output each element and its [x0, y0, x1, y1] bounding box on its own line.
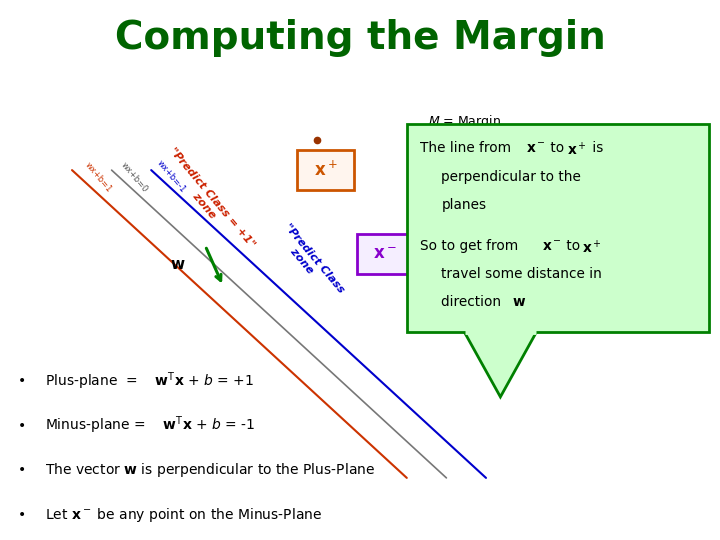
Text: Plus-plane  =    $\mathbf{w}^\mathsf{T}\mathbf{x}$ + $b$ = +1: Plus-plane = $\mathbf{w}^\mathsf{T}\math…: [45, 370, 254, 392]
Text: $\mathbf{x}^+$: $\mathbf{x}^+$: [314, 160, 337, 180]
Text: planes: planes: [441, 198, 487, 212]
Text: The vector $\mathbf{w}$ is perpendicular to the Plus-Plane: The vector $\mathbf{w}$ is perpendicular…: [45, 461, 376, 480]
Text: •: •: [18, 418, 26, 433]
Text: travel some distance in: travel some distance in: [441, 267, 602, 281]
Text: to: to: [546, 141, 568, 156]
FancyBboxPatch shape: [357, 233, 413, 274]
Text: "Predict Class = +1"
             zone: "Predict Class = +1" zone: [158, 146, 256, 257]
Text: •: •: [18, 374, 26, 388]
Text: •: •: [18, 508, 26, 522]
Text: $\mathbf{x}^+$: $\mathbf{x}^+$: [582, 239, 602, 256]
Text: Computing the Margin: Computing the Margin: [114, 19, 606, 57]
Text: wx+b=0: wx+b=0: [119, 161, 149, 194]
Text: $\mathbf{w}$: $\mathbf{w}$: [512, 295, 526, 309]
Text: direction: direction: [441, 295, 506, 309]
Text: $\mathbf{w}$: $\mathbf{w}$: [170, 257, 186, 272]
Text: wx+b=1: wx+b=1: [83, 161, 113, 194]
Text: perpendicular to the: perpendicular to the: [441, 170, 581, 184]
Text: "Predict Class
      zone: "Predict Class zone: [274, 221, 346, 302]
Text: $\mathbf{x}^-$: $\mathbf{x}^-$: [526, 141, 546, 156]
Text: is: is: [588, 141, 603, 156]
Text: wx+b=-1: wx+b=-1: [155, 158, 187, 194]
Text: $\mathbf{x}^-$: $\mathbf{x}^-$: [542, 239, 562, 253]
Text: Minus-plane =    $\mathbf{w}^\mathsf{T}\mathbf{x}$ + $b$ = -1: Minus-plane = $\mathbf{w}^\mathsf{T}\mat…: [45, 415, 256, 436]
Text: $\mathit{M}$ = Margin: $\mathit{M}$ = Margin: [428, 113, 501, 130]
Polygon shape: [464, 332, 536, 397]
Text: •: •: [18, 463, 26, 477]
Text: The line from: The line from: [420, 141, 516, 156]
FancyBboxPatch shape: [407, 124, 709, 332]
Text: Let $\mathbf{x}^-$ be any point on the Minus-Plane: Let $\mathbf{x}^-$ be any point on the M…: [45, 506, 323, 524]
Text: $\mathbf{x}^-$: $\mathbf{x}^-$: [374, 245, 397, 263]
Text: $\mathbf{x}^+$: $\mathbf{x}^+$: [567, 141, 587, 159]
Text: to: to: [562, 239, 585, 253]
Text: So to get from: So to get from: [420, 239, 527, 253]
FancyBboxPatch shape: [297, 150, 354, 190]
